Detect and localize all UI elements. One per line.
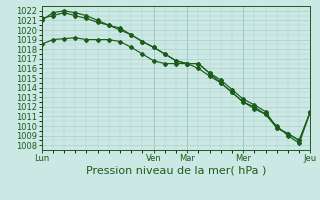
X-axis label: Pression niveau de la mer( hPa ): Pression niveau de la mer( hPa ) <box>86 166 266 176</box>
